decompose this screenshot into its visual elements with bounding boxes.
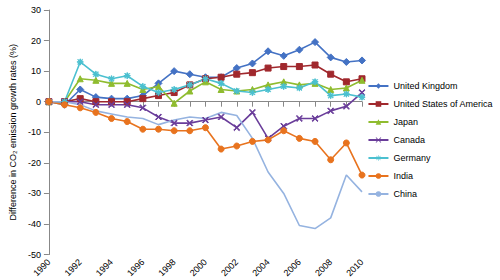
svg-text:1994: 1994 — [94, 257, 115, 278]
svg-text:2002: 2002 — [219, 257, 240, 278]
svg-text:-20: -20 — [28, 158, 41, 168]
svg-text:0: 0 — [36, 97, 41, 107]
svg-text:Japan: Japan — [393, 117, 418, 127]
svg-text:-10: -10 — [28, 127, 41, 137]
svg-text:2004: 2004 — [250, 257, 271, 278]
svg-text:-30: -30 — [28, 188, 41, 198]
svg-text:2000: 2000 — [188, 257, 209, 278]
svg-text:1990: 1990 — [31, 257, 52, 278]
svg-text:10: 10 — [31, 66, 41, 76]
svg-text:-40: -40 — [28, 219, 41, 229]
svg-text:-50: -50 — [28, 250, 41, 260]
svg-text:1996: 1996 — [125, 257, 146, 278]
svg-text:India: India — [393, 171, 413, 181]
svg-text:2010: 2010 — [344, 257, 365, 278]
svg-text:30: 30 — [31, 5, 41, 15]
svg-text:United Kingdom: United Kingdom — [393, 81, 457, 91]
svg-text:1992: 1992 — [63, 257, 84, 278]
svg-text:United States of America: United States of America — [393, 99, 492, 109]
svg-text:China: China — [393, 189, 417, 199]
svg-text:Difference in CO₂ emission gro: Difference in CO₂ emission growth rates … — [8, 44, 18, 220]
svg-text:Canada: Canada — [393, 135, 425, 145]
svg-text:2008: 2008 — [313, 257, 334, 278]
svg-text:1998: 1998 — [156, 257, 177, 278]
svg-text:20: 20 — [31, 36, 41, 46]
svg-text:2006: 2006 — [282, 257, 303, 278]
svg-text:Germany: Germany — [393, 153, 431, 163]
